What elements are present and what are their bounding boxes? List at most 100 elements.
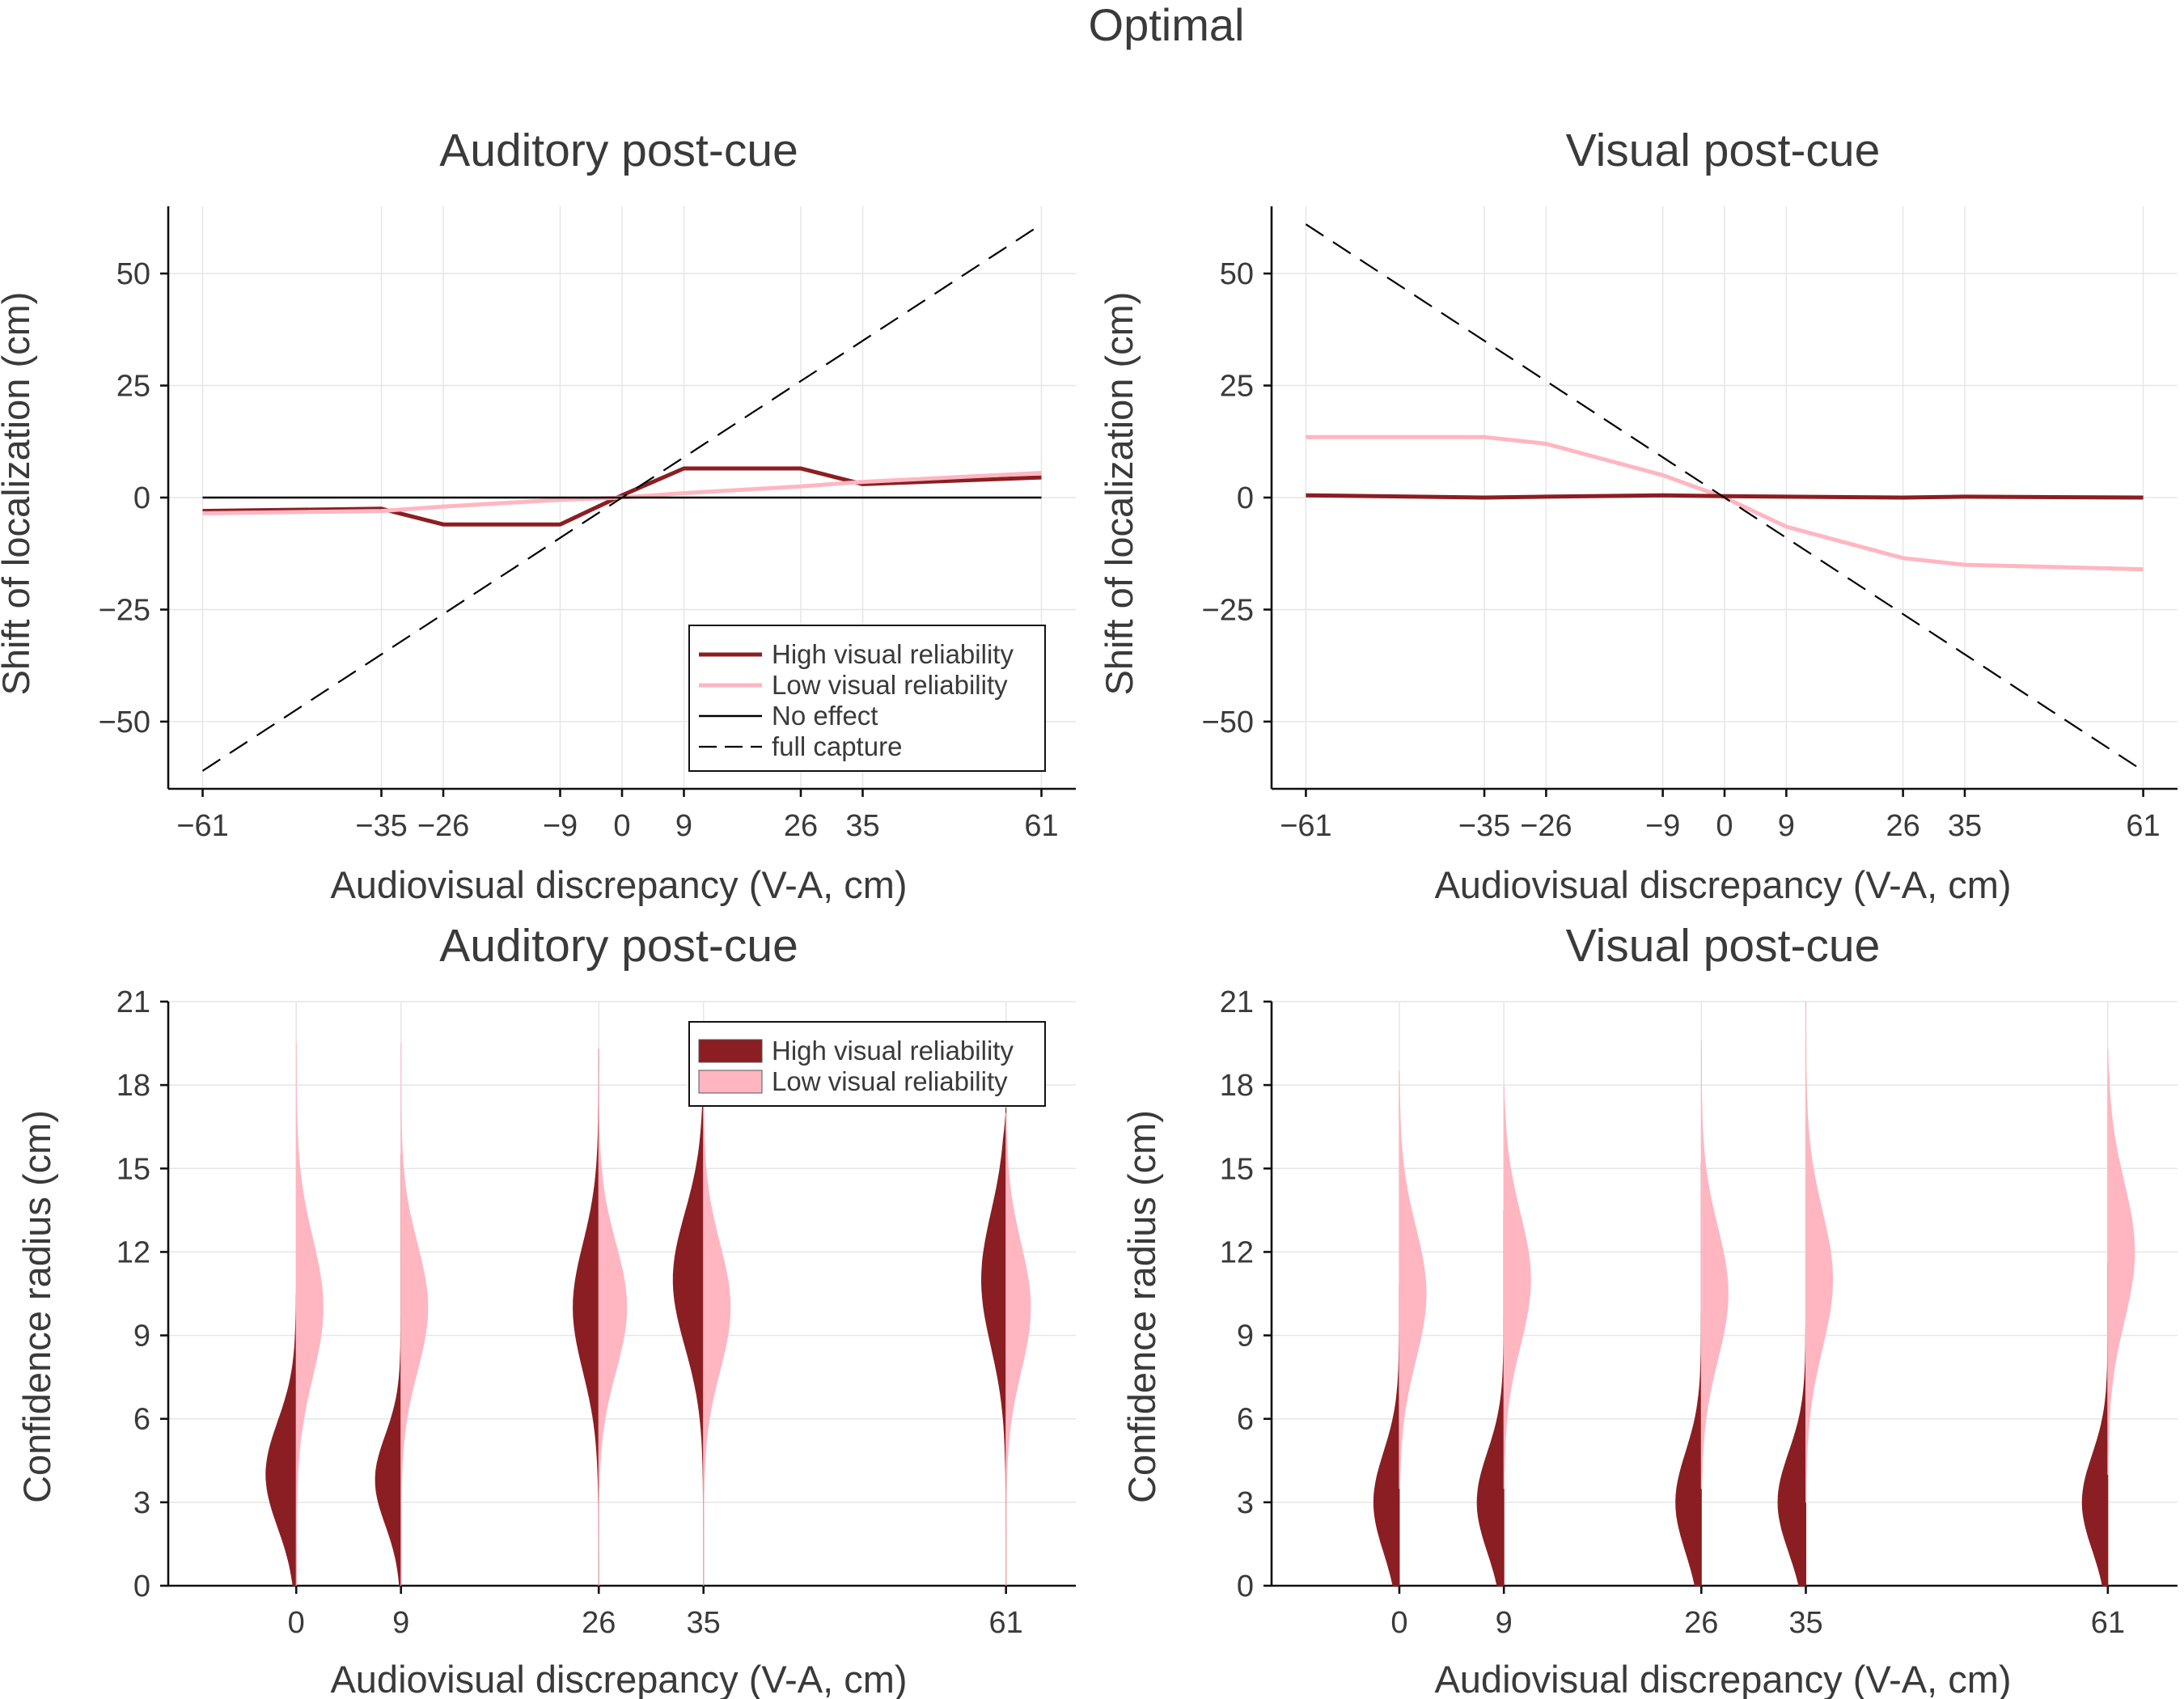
x-axis-label: Audiovisual discrepancy (V-A, cm) (1434, 1658, 2011, 1699)
violin-low-visual-reliability-x9 (400, 1043, 429, 1586)
y-tick-label: 21 (1220, 985, 1254, 1019)
violin-high-visual-reliability-x26 (1675, 1163, 1702, 1587)
series-full-capture (1305, 223, 2144, 772)
y-axis-label: Confidence radius (cm) (1120, 1110, 1163, 1503)
x-tick-label: 9 (675, 809, 692, 843)
x-tick-label: 0 (1716, 809, 1733, 843)
violin-low-visual-reliability-x26 (598, 1049, 628, 1586)
legend-swatch (698, 1039, 763, 1063)
panel-title: Visual post-cue (1566, 920, 1881, 972)
x-tick-label: −26 (1520, 809, 1572, 843)
legend-label: High visual reliability (772, 1036, 1014, 1066)
x-tick-label: −61 (1280, 809, 1331, 843)
y-tick-label: 0 (133, 1570, 150, 1604)
y-tick-label: 3 (1237, 1486, 1254, 1520)
x-axis-label: Audiovisual discrepancy (V-A, cm) (1434, 863, 2011, 906)
violin-high-visual-reliability-x61 (980, 1107, 1007, 1586)
y-tick-label: 6 (1237, 1403, 1254, 1437)
panel-bottom-right: Visual post-cue Confidence radius (cm) A… (1120, 920, 2178, 1699)
panel-title: Visual post-cue (1566, 125, 1881, 176)
violin-low-visual-reliability-x35 (703, 1062, 731, 1586)
plot-area: −61 −35 −26 −9 0 9 26 35 61 −50 −25 0 25 50 High visua… (99, 206, 1076, 843)
violin-low-visual-reliability-x26 (1700, 1040, 1729, 1489)
series-high-visual-reliability (202, 466, 1042, 527)
violin-low-visual-reliability-x0 (295, 1043, 324, 1586)
legend-label: High visual reliability (772, 639, 1014, 669)
y-tick-label: −50 (99, 705, 150, 739)
legend-swatch (698, 1070, 763, 1094)
y-tick-label: 0 (133, 481, 150, 515)
x-axis-label: Audiovisual discrepancy (V-A, cm) (330, 1658, 907, 1699)
y-tick-label: 15 (116, 1152, 150, 1186)
y-tick-label: 3 (133, 1486, 150, 1520)
x-tick-label: −61 (176, 809, 228, 843)
series-full-capture (201, 223, 1043, 772)
x-tick-label: 61 (2126, 809, 2160, 843)
figure-title: Optimal (1089, 0, 1245, 50)
legend-label: full capture (772, 731, 902, 761)
y-tick-label: 50 (1220, 257, 1254, 291)
legend-label: Low visual reliability (772, 670, 1008, 700)
plot-area: −61 −35 −26 −9 0 9 26 35 61 −50 −25 0 25 50 (1202, 206, 2178, 843)
y-tick-label: 25 (116, 370, 150, 404)
violin-high-visual-reliability-x9 (1476, 1210, 1505, 1587)
x-tick-label: 26 (1684, 1606, 1718, 1640)
y-tick-label: −25 (1202, 593, 1254, 627)
series-high-visual-reliability (1306, 493, 2144, 500)
legend-box (688, 625, 1046, 772)
x-tick-label: 9 (1778, 809, 1795, 843)
violin-high-visual-reliability-x0 (1373, 1285, 1400, 1587)
y-tick-label: 12 (116, 1235, 150, 1269)
x-tick-label: 26 (784, 809, 818, 843)
violin-low-visual-reliability-x61 (1005, 1112, 1031, 1586)
x-tick-label: −35 (355, 809, 407, 843)
x-tick-label: 9 (392, 1606, 409, 1640)
violin-high-visual-reliability-x35 (672, 1066, 705, 1586)
y-tick-label: 18 (116, 1069, 150, 1103)
y-tick-label: 9 (1237, 1320, 1254, 1354)
y-axis-label: Confidence radius (cm) (15, 1110, 58, 1503)
x-axis-label: Audiovisual discrepancy (V-A, cm) (330, 863, 907, 906)
y-tick-label: 18 (1220, 1069, 1254, 1103)
panel-title: Auditory post-cue (439, 125, 798, 176)
x-tick-label: 35 (1788, 1606, 1822, 1640)
violin-low-visual-reliability-x9 (1503, 1085, 1531, 1489)
x-tick-label: −9 (543, 809, 578, 843)
y-tick-label: −50 (1202, 705, 1254, 739)
y-tick-label: 25 (1220, 370, 1254, 404)
violin-high-visual-reliability-x35 (1777, 1249, 1806, 1587)
panel-top-right: Visual post-cue Shift of localization (c… (1098, 125, 2178, 906)
x-tick-label: 9 (1496, 1606, 1513, 1640)
y-axis-label: Shift of localization (cm) (1098, 292, 1141, 696)
y-tick-label: 6 (133, 1403, 150, 1437)
y-axis-label: Shift of localization (cm) (0, 292, 37, 696)
x-tick-label: −26 (417, 809, 469, 843)
panel-title: Auditory post-cue (439, 920, 798, 972)
panel-top-left: Auditory post-cue Shift of localization … (0, 125, 1076, 906)
y-tick-label: 21 (116, 985, 150, 1019)
x-tick-label: 35 (687, 1606, 721, 1640)
plot-area: 0 9 26 35 61 0 3 6 9 12 15 18 21 (1220, 985, 2178, 1640)
violin-high-visual-reliability-x26 (573, 1049, 599, 1586)
x-tick-label: 61 (1024, 809, 1058, 843)
violin-low-visual-reliability-x35 (1805, 1002, 1834, 1503)
y-tick-label: 12 (1220, 1235, 1254, 1269)
x-tick-label: 26 (1886, 809, 1919, 843)
plot-area: 0 9 26 35 61 0 3 6 9 12 15 18 21 High visual reliabil… (116, 985, 1076, 1640)
x-tick-label: 35 (1948, 809, 1982, 843)
x-tick-label: 35 (845, 809, 879, 843)
violin-low-visual-reliability-x61 (2107, 1049, 2135, 1475)
x-tick-label: 26 (582, 1606, 616, 1640)
legend-label: No effect (772, 701, 878, 731)
y-tick-label: 0 (1237, 481, 1254, 515)
x-tick-label: 61 (989, 1606, 1023, 1640)
panel-bottom-left: Auditory post-cue Confidence radius (cm)… (15, 920, 1076, 1699)
x-tick-label: −9 (1645, 809, 1680, 843)
y-tick-label: 0 (1237, 1570, 1254, 1604)
x-tick-label: 0 (288, 1606, 305, 1640)
x-tick-label: −35 (1458, 809, 1510, 843)
violin-low-visual-reliability-x0 (1399, 1070, 1427, 1489)
